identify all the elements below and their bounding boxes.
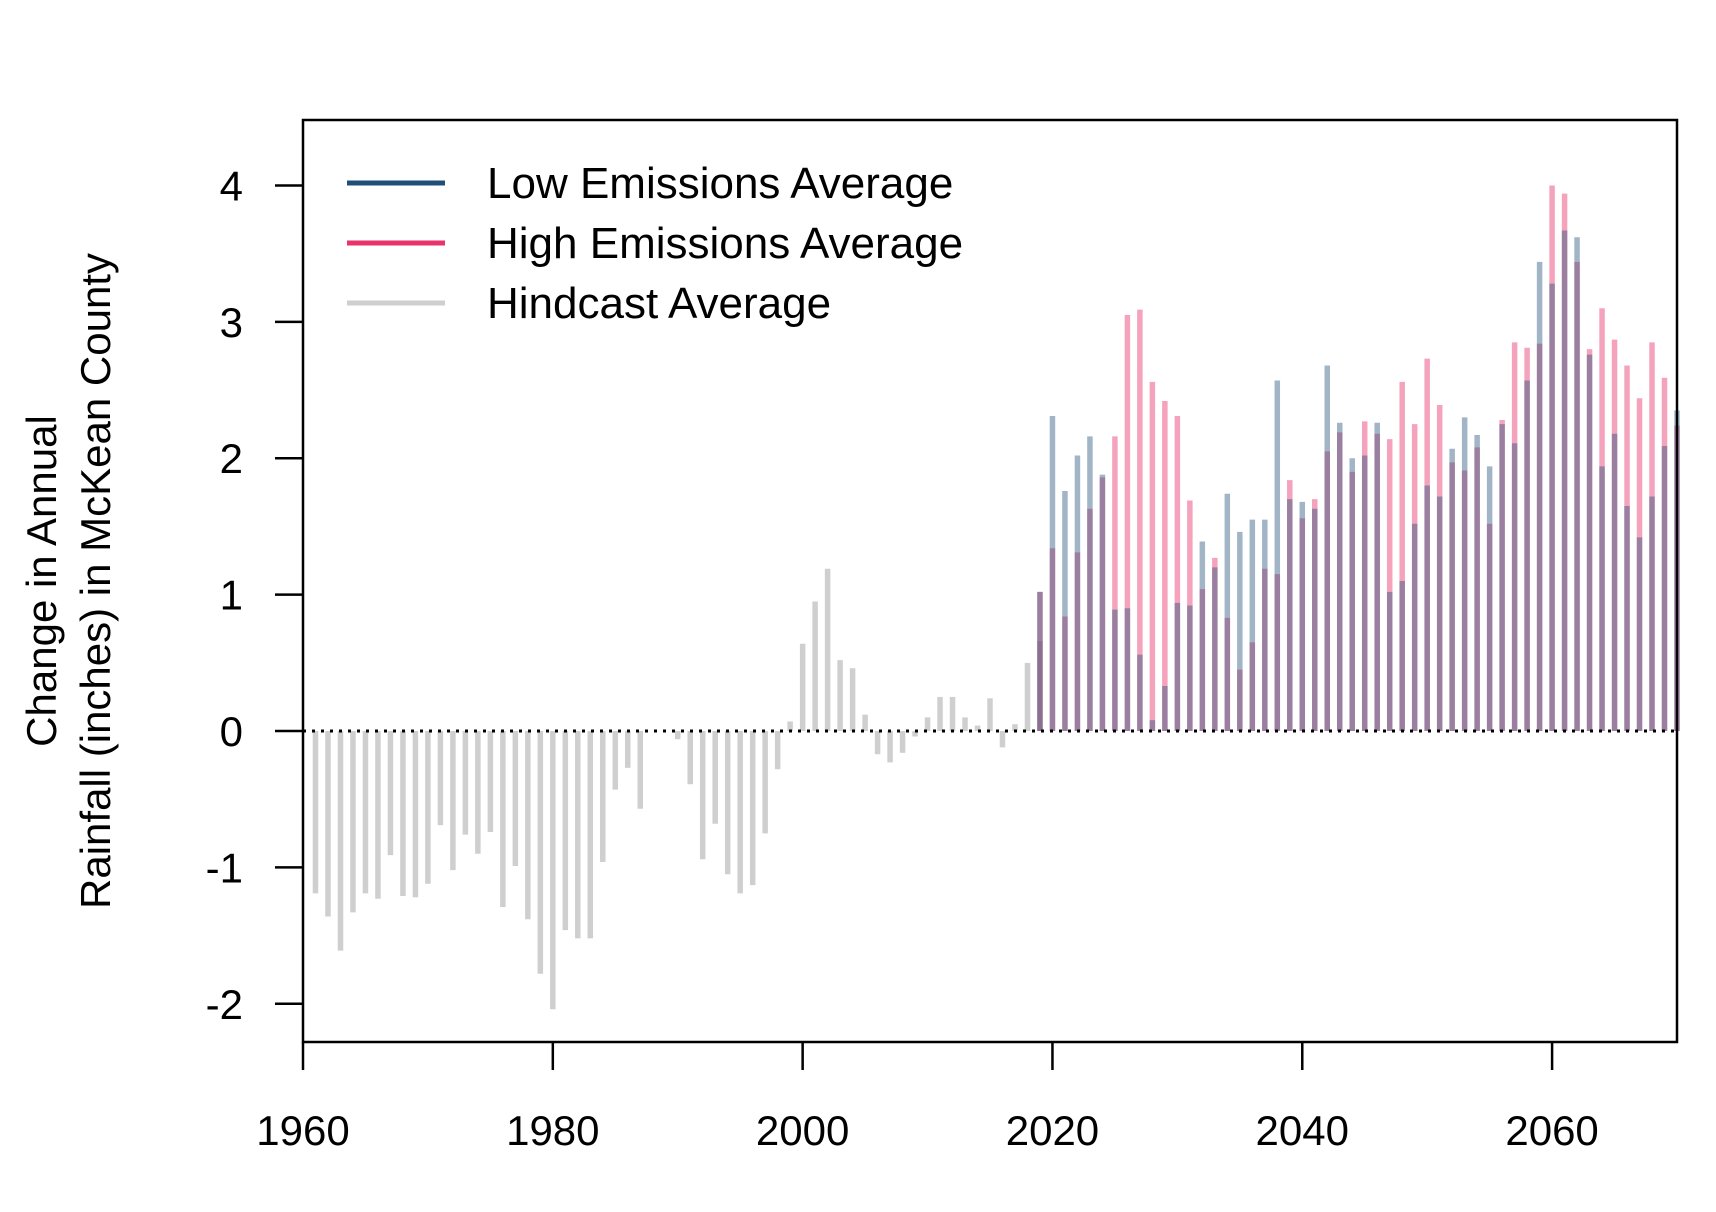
y-axis-title-line: Rainfall (inches) in McKean County: [72, 253, 119, 909]
y-tick-label: 0: [220, 708, 243, 755]
hindcast-bars: [312, 568, 1043, 1010]
x-tick-label: 2000: [756, 1107, 849, 1154]
y-axis-title-line: Change in Annual: [18, 415, 65, 747]
x-tick-label: 2040: [1256, 1107, 1349, 1154]
high-emissions-bars: [1037, 185, 1680, 732]
y-tick-label: 4: [220, 162, 243, 209]
x-tick-label: 2060: [1505, 1107, 1598, 1154]
legend-label: High Emissions Average: [487, 219, 963, 268]
y-tick-label: 2: [220, 435, 243, 482]
y-axis: -2 -1 0 1 2 3 4: [206, 162, 303, 1028]
low-emissions-bars: [1037, 230, 1680, 732]
legend-label: Low Emissions Average: [487, 159, 953, 208]
x-axis: 1960 1980 2000 2020 2040 2060: [256, 1042, 1599, 1154]
y-axis-title: Change in Annual Rainfall (inches) in McK…: [18, 253, 119, 909]
plot-frame: [301, 118, 1679, 1044]
y-tick-label: -2: [206, 981, 243, 1028]
legend: Low Emissions Average High Emissions Aver…: [347, 159, 963, 328]
x-tick-label: 1980: [506, 1107, 599, 1154]
y-tick-label: 3: [220, 299, 243, 346]
x-tick-label: 2020: [1006, 1107, 1099, 1154]
y-tick-label: -1: [206, 844, 243, 891]
x-tick-label: 1960: [256, 1107, 349, 1154]
legend-label: Hindcast Average: [487, 279, 831, 328]
y-tick-label: 1: [220, 572, 243, 619]
